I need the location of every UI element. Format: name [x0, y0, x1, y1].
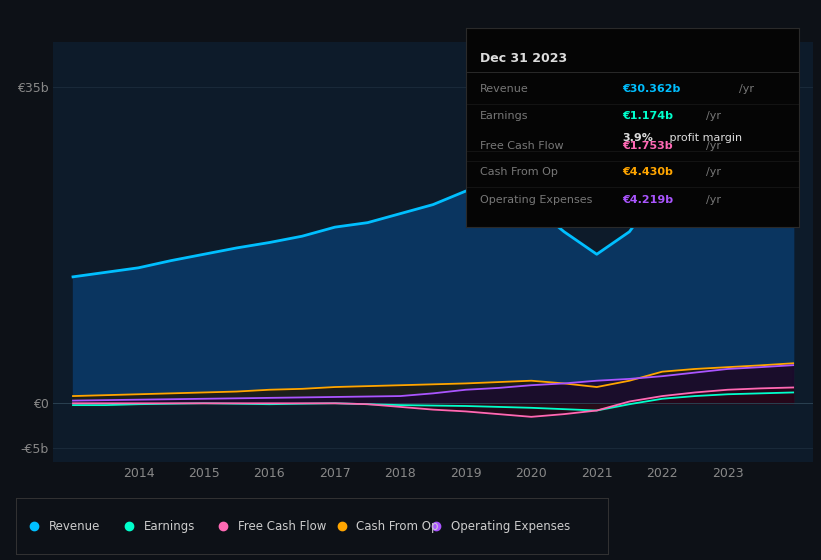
- Text: €1.174b: €1.174b: [622, 111, 673, 122]
- Text: Free Cash Flow: Free Cash Flow: [479, 141, 563, 151]
- Text: Operating Expenses: Operating Expenses: [451, 520, 570, 533]
- Text: Operating Expenses: Operating Expenses: [479, 195, 592, 205]
- Text: Revenue: Revenue: [49, 520, 100, 533]
- Text: Cash From Op: Cash From Op: [479, 167, 557, 177]
- Text: Cash From Op: Cash From Op: [356, 520, 438, 533]
- Text: €4.219b: €4.219b: [622, 195, 674, 205]
- Text: Dec 31 2023: Dec 31 2023: [479, 52, 566, 65]
- Text: /yr: /yr: [706, 111, 721, 122]
- Text: Revenue: Revenue: [479, 83, 529, 94]
- Text: €4.430b: €4.430b: [622, 167, 673, 177]
- Text: profit margin: profit margin: [666, 133, 742, 143]
- Text: Earnings: Earnings: [479, 111, 528, 122]
- Text: /yr: /yr: [706, 141, 721, 151]
- Text: 3.9%: 3.9%: [622, 133, 654, 143]
- Text: €1.753b: €1.753b: [622, 141, 673, 151]
- Text: /yr: /yr: [706, 167, 721, 177]
- Text: Earnings: Earnings: [144, 520, 195, 533]
- Text: Free Cash Flow: Free Cash Flow: [238, 520, 327, 533]
- Text: /yr: /yr: [739, 83, 754, 94]
- Text: €30.362b: €30.362b: [622, 83, 681, 94]
- Text: /yr: /yr: [706, 195, 721, 205]
